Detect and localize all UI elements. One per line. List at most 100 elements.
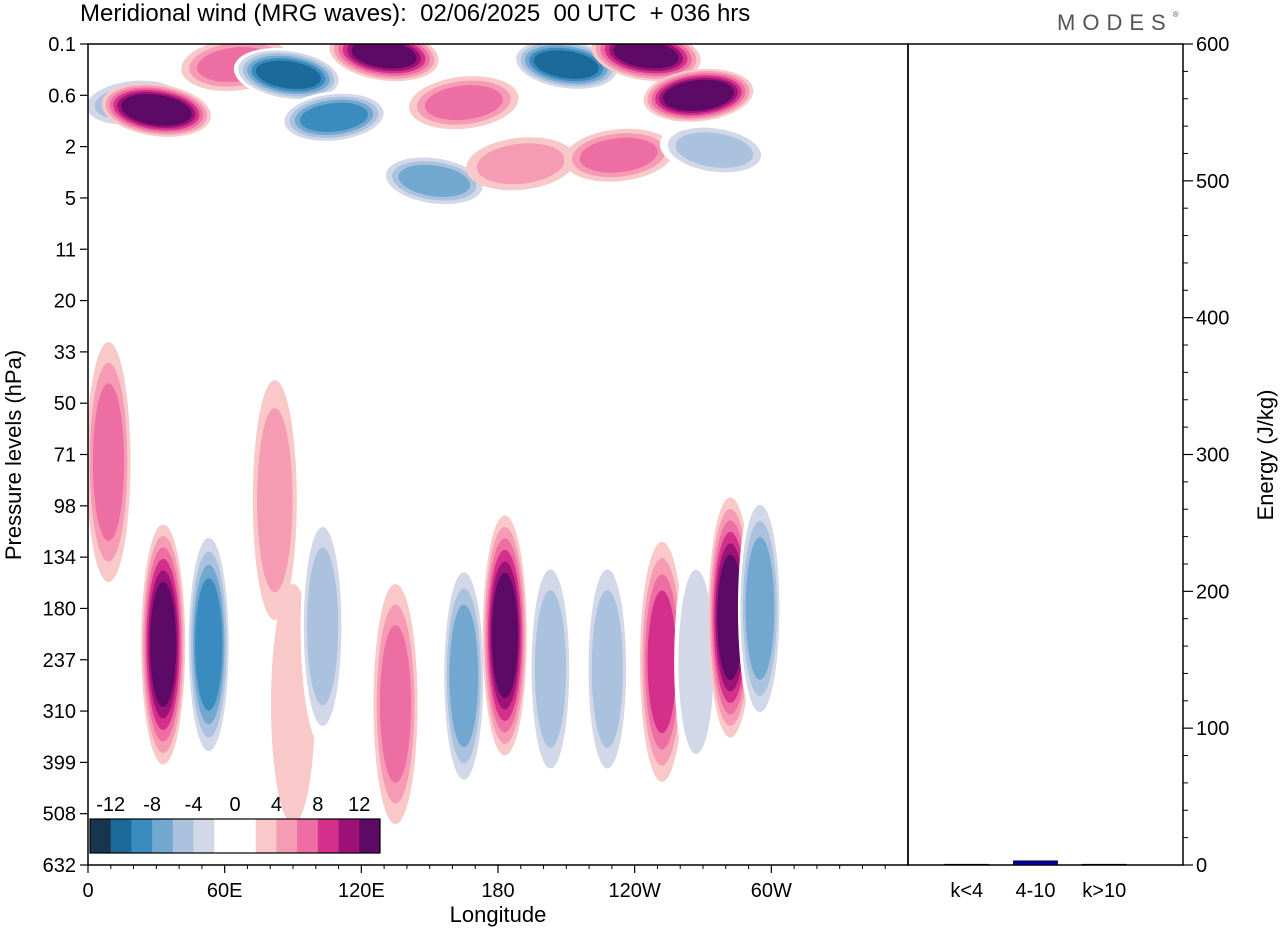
y-tick-label: 399 [43,752,76,774]
contour-band [476,143,565,185]
energy-tick-label: 400 [1196,308,1229,330]
x-tick-label: 180 [481,880,514,902]
y-tick-label: 0.1 [48,34,76,56]
contour-band [124,96,188,124]
energy-axis-title: Energy (J/kg) [1253,390,1278,521]
energy-tick-label: 500 [1196,171,1229,193]
contour-band [257,408,293,593]
wavenumber-label: 4-10 [1015,880,1055,902]
contour-band [745,537,775,680]
colorbar-swatch [214,819,236,853]
contour-cell [141,524,186,765]
colorbar-swatch [193,819,215,853]
contour-field [88,44,782,825]
wavenumber-label: k>10 [1082,880,1126,902]
energy-tick-label: 100 [1196,718,1229,740]
x-axis-title: Longitude [450,902,547,927]
contour-band [379,625,412,783]
contour-cell [585,548,630,789]
contour-band [300,102,368,132]
energy-bars [944,860,1127,866]
contour-cell [563,128,674,182]
colorbar-swatch [110,819,132,853]
energy-bar [944,863,990,866]
colorbar-label: 4 [271,794,282,816]
contour-cell [674,541,719,782]
contour-cell [466,137,576,191]
y-tick-label: 33 [54,342,76,364]
colorbar-label: 12 [348,794,370,816]
colorbar-swatch [276,819,298,853]
contour-cell [737,488,782,729]
colorbar-label: -8 [143,794,161,816]
contour-cell [640,541,684,782]
contour-band [717,554,744,681]
y-tick-label: 20 [54,291,76,313]
wavenumber-axis: k<4 4-10 k>10 [950,880,1126,902]
y-tick-label: 310 [43,701,76,723]
colorbar-swatch [297,819,319,853]
colorbar-swatch [152,819,174,853]
contour-cell [591,44,701,82]
energy-tick-label: 200 [1196,581,1229,603]
y-tick-label: 0.6 [48,85,76,107]
wavenumber-label: k<4 [950,880,983,902]
colorbar-swatch [172,819,194,853]
contour-band [613,44,679,69]
x-tick-label: 120E [338,880,385,902]
energy-panel-frame [907,43,1184,866]
contour-band [449,604,479,748]
contour-band [491,572,518,699]
contour-cell [409,76,519,130]
y-tick-label: 180 [43,598,76,620]
x-tick-label: 120W [609,880,661,902]
y-tick-label: 11 [55,239,76,261]
colorbar-swatch [255,819,277,853]
contour-band [591,589,623,748]
y-tick-label: 237 [43,650,76,672]
contour-band [150,581,177,708]
longitude-axis: 0 60E 120E 180 120W 60W [82,865,886,902]
colorbar-label: 0 [229,794,240,816]
colorbar: -12 -8 -4 0 4 8 12 [89,794,381,854]
contour-cell [186,524,231,765]
contour-band [424,85,503,121]
y-tick-label: 5 [65,188,76,210]
contour-cell [329,44,439,82]
contour-band [647,590,677,734]
y-axis-title: Pressure levels (hPa) [1,350,26,560]
energy-axis: 0 100 200 300 400 500 600 [1183,34,1229,877]
y-tick-label: 50 [54,393,76,415]
contour-band [398,164,471,197]
contour-band [666,81,731,109]
contour-cell [300,506,345,747]
energy-bar [1013,860,1058,866]
contour-band [579,137,658,173]
modes-logo: MODES® [1057,10,1179,35]
contour-band [255,60,321,90]
x-tick-label: 0 [82,880,93,902]
energy-tick-label: 600 [1196,34,1229,56]
contour-cell [482,515,527,756]
colorbar-label: -12 [96,794,125,816]
energy-tick-label: 300 [1196,445,1229,467]
contour-cell [233,47,344,102]
y-tick-label: 508 [43,804,76,826]
contour-cell [659,123,769,177]
chart-title: Meridional wind (MRG waves): 02/06/2025 … [80,0,751,27]
colorbar-label: 8 [312,794,323,816]
colorbar-swatch [131,819,153,853]
colorbar-label: -4 [185,794,203,816]
energy-tick-label: 0 [1196,855,1207,877]
contour-band [307,547,339,706]
contour-cell [279,90,389,144]
x-tick-label: 60W [751,880,792,902]
contour-band [92,383,125,542]
y-tick-label: 632 [43,855,76,877]
colorbar-swatch [338,819,360,853]
contour-band [351,44,417,69]
pressure-axis: 0.1 0.6 2 5 11 20 33 50 71 98 134 180 237 310 399 508 63… [43,34,88,877]
contour-cell [643,68,754,122]
contour-band [534,589,566,748]
